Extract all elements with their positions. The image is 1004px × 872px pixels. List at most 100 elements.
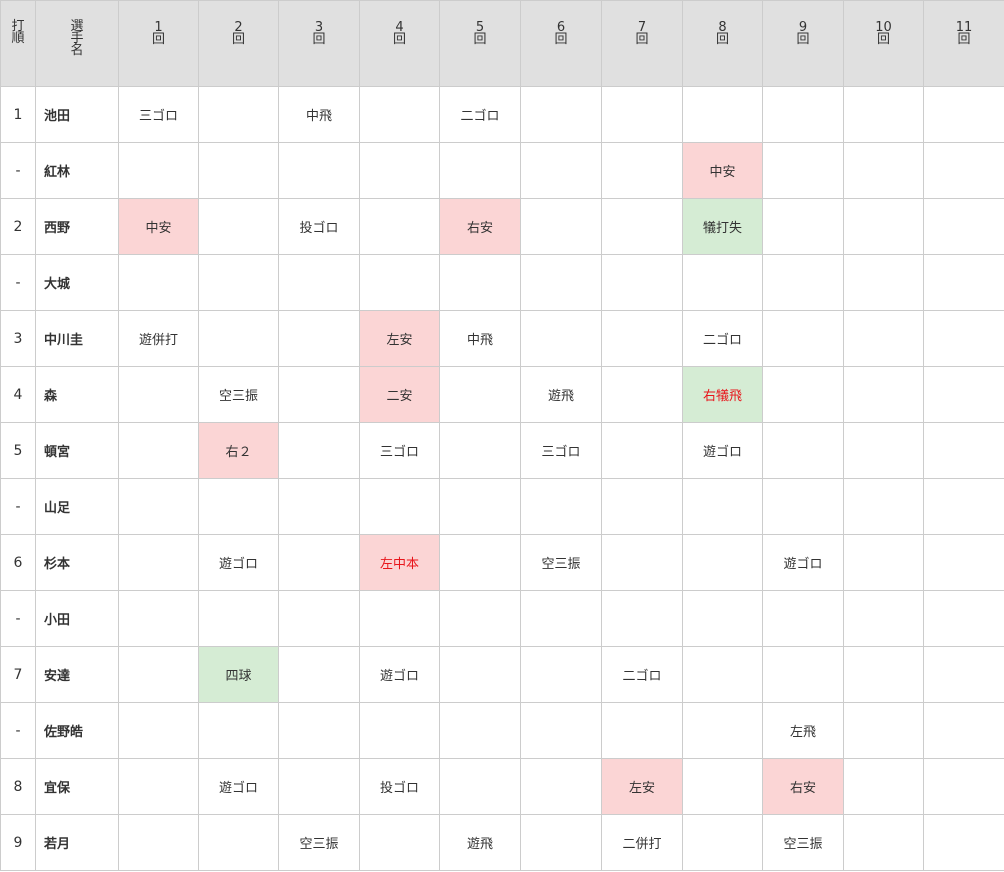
inning-unit: 回 xyxy=(554,32,568,47)
at-bat-result-cell xyxy=(682,758,763,815)
at-bat-result-cell: 中飛 xyxy=(278,86,360,143)
at-bat-result-cell: 右安 xyxy=(762,758,844,815)
at-bat-result-cell xyxy=(118,590,199,647)
at-bat-result-cell xyxy=(923,646,1004,703)
at-bat-result-cell xyxy=(278,142,360,199)
at-bat-result-cell xyxy=(118,422,199,479)
at-bat-result-cell: 投ゴロ xyxy=(278,198,360,255)
at-bat-result-cell xyxy=(118,254,199,311)
player-name-cell[interactable]: 池田 xyxy=(35,86,119,143)
at-bat-result-cell xyxy=(520,86,602,143)
batting-order-cell: - xyxy=(0,254,36,311)
player-name-cell[interactable]: 紅林 xyxy=(35,142,119,199)
at-bat-result-cell xyxy=(682,702,763,759)
player-name-cell[interactable]: 佐野皓 xyxy=(35,702,119,759)
at-bat-result-cell xyxy=(118,646,199,703)
at-bat-result-cell xyxy=(601,590,683,647)
inning-unit: 回 xyxy=(957,32,971,47)
at-bat-result-cell xyxy=(520,478,602,535)
inning-number: 9 xyxy=(798,20,808,35)
player-name-cell[interactable]: 中川圭 xyxy=(35,310,119,367)
at-bat-result-cell xyxy=(923,422,1004,479)
at-bat-result-cell xyxy=(118,366,199,423)
at-bat-result-cell xyxy=(601,534,683,591)
at-bat-result-cell xyxy=(198,814,279,871)
batting-order-cell: 5 xyxy=(0,422,36,479)
at-bat-result-cell: 遊併打 xyxy=(118,310,199,367)
at-bat-result-cell: 空三振 xyxy=(520,534,602,591)
at-bat-result-cell xyxy=(682,478,763,535)
header-char: 手 xyxy=(70,31,84,46)
batting-order-cell: 4 xyxy=(0,366,36,423)
player-name-cell[interactable]: 若月 xyxy=(35,814,119,871)
at-bat-result-cell xyxy=(682,646,763,703)
table-row: 8 宜保 遊ゴロ 投ゴロ 左安 右安 xyxy=(0,758,1004,815)
player-name-cell[interactable]: 杉本 xyxy=(35,534,119,591)
at-bat-result-cell xyxy=(843,366,924,423)
at-bat-result-cell xyxy=(198,198,279,255)
table-row: 7 安達 四球 遊ゴロ 二ゴロ xyxy=(0,646,1004,703)
at-bat-result-cell xyxy=(923,814,1004,871)
at-bat-result-cell xyxy=(843,534,924,591)
inning-unit: 回 xyxy=(473,32,487,47)
at-bat-result-cell xyxy=(439,254,521,311)
at-bat-result-cell xyxy=(923,254,1004,311)
player-name-cell[interactable]: 山足 xyxy=(35,478,119,535)
at-bat-result-cell xyxy=(359,702,440,759)
batting-order-cell: - xyxy=(0,478,36,535)
at-bat-result-cell xyxy=(439,142,521,199)
at-bat-result-cell xyxy=(843,590,924,647)
inning-unit: 回 xyxy=(231,32,245,47)
table-row: 6 杉本 遊ゴロ 左中本 空三振 遊ゴロ xyxy=(0,534,1004,591)
at-bat-result-cell: 二ゴロ xyxy=(439,86,521,143)
at-bat-result-cell: 遊ゴロ xyxy=(762,534,844,591)
at-bat-result-cell xyxy=(278,366,360,423)
at-bat-result-cell xyxy=(601,478,683,535)
at-bat-result-cell: 二ゴロ xyxy=(601,646,683,703)
at-bat-result-cell xyxy=(198,310,279,367)
table-row: 2 西野 中安 投ゴロ 右安 犠打失 xyxy=(0,198,1004,255)
at-bat-result-cell xyxy=(198,702,279,759)
at-bat-result-cell xyxy=(923,590,1004,647)
at-bat-result-cell xyxy=(843,198,924,255)
player-name-cell[interactable]: 頓宮 xyxy=(35,422,119,479)
player-name-cell[interactable]: 安達 xyxy=(35,646,119,703)
at-bat-result-cell xyxy=(278,534,360,591)
at-bat-result-cell xyxy=(439,534,521,591)
at-bat-result-cell: 三ゴロ xyxy=(359,422,440,479)
at-bat-result-cell xyxy=(762,366,844,423)
player-name-cell[interactable]: 森 xyxy=(35,366,119,423)
at-bat-result-cell xyxy=(520,758,602,815)
at-bat-result-cell xyxy=(923,478,1004,535)
at-bat-result-cell xyxy=(682,254,763,311)
at-bat-result-cell: 左中本 xyxy=(359,534,440,591)
inning-unit: 回 xyxy=(151,32,165,47)
at-bat-result-cell xyxy=(439,702,521,759)
at-bat-result-cell xyxy=(118,142,199,199)
table-row: 3 中川圭 遊併打 左安 中飛 二ゴロ xyxy=(0,310,1004,367)
at-bat-result-cell xyxy=(843,758,924,815)
at-bat-result-cell: 二ゴロ xyxy=(682,310,763,367)
at-bat-result-cell xyxy=(682,86,763,143)
player-name-cell[interactable]: 大城 xyxy=(35,254,119,311)
at-bat-result-cell xyxy=(923,702,1004,759)
player-name-cell[interactable]: 小田 xyxy=(35,590,119,647)
player-name-cell[interactable]: 西野 xyxy=(35,198,119,255)
at-bat-result-cell xyxy=(359,254,440,311)
at-bat-result-cell xyxy=(762,86,844,143)
at-bat-result-cell xyxy=(923,758,1004,815)
player-name-cell[interactable]: 宜保 xyxy=(35,758,119,815)
inning-number: 3 xyxy=(314,20,324,35)
at-bat-result-cell xyxy=(520,310,602,367)
at-bat-result-cell xyxy=(520,646,602,703)
at-bat-result-cell: 右犠飛 xyxy=(682,366,763,423)
at-bat-result-cell xyxy=(520,702,602,759)
at-bat-result-cell xyxy=(762,646,844,703)
player-name-header: 選 手 名 xyxy=(35,0,119,87)
at-bat-result-cell: 左安 xyxy=(601,758,683,815)
